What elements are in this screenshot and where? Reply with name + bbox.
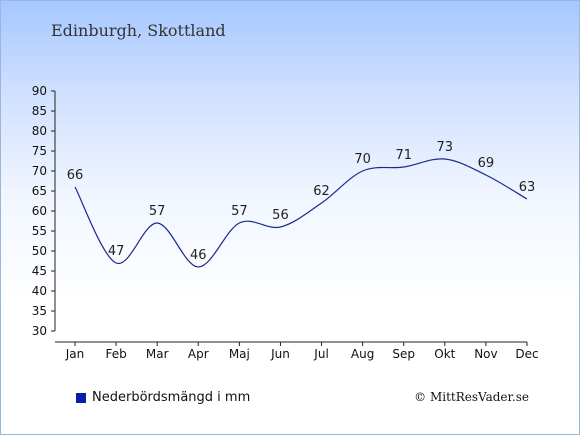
x-tick-label: Jul bbox=[313, 347, 328, 361]
x-tick-label: Jun bbox=[270, 347, 290, 361]
y-tick-label: 75 bbox=[32, 144, 47, 158]
data-label: 69 bbox=[478, 156, 495, 171]
data-label: 56 bbox=[272, 208, 289, 223]
y-tick-label: 40 bbox=[32, 284, 47, 298]
legend-swatch bbox=[76, 392, 86, 403]
data-label: 71 bbox=[395, 148, 412, 163]
y-tick-label: 60 bbox=[32, 204, 47, 218]
data-label: 73 bbox=[437, 140, 454, 155]
series-line-nederbord bbox=[74, 158, 528, 268]
data-label: 57 bbox=[149, 204, 166, 219]
legend-label: Nederbördsmängd i mm bbox=[92, 390, 251, 405]
y-tick-label: 70 bbox=[32, 164, 47, 178]
x-tick-label: Jan bbox=[65, 347, 85, 361]
x-tick-label: Nov bbox=[474, 347, 497, 361]
x-tick-label: Maj bbox=[229, 347, 250, 361]
x-tick-label: Okt bbox=[434, 347, 455, 361]
y-tick-label: 55 bbox=[32, 224, 47, 238]
x-tick-label: Feb bbox=[105, 347, 126, 361]
y-tick-label: 35 bbox=[32, 304, 47, 318]
data-label: 57 bbox=[231, 204, 248, 219]
x-tick-label: Aug bbox=[351, 347, 374, 361]
y-tick-label: 90 bbox=[32, 84, 47, 98]
chart-title: Edinburgh, Skottland bbox=[51, 21, 226, 40]
data-label: 47 bbox=[108, 244, 125, 259]
data-label: 70 bbox=[354, 152, 371, 167]
credit-text: © MittResVader.se bbox=[414, 390, 529, 404]
y-tick-label: 50 bbox=[32, 244, 47, 258]
y-tick-label: 45 bbox=[32, 264, 47, 278]
legend: Nederbördsmängd i mm bbox=[76, 390, 250, 405]
x-tick-label: Mar bbox=[146, 347, 169, 361]
x-tick-label: Apr bbox=[188, 347, 209, 361]
data-label: 62 bbox=[313, 184, 330, 199]
x-tick-label: Dec bbox=[515, 347, 538, 361]
data-label: 46 bbox=[190, 248, 207, 263]
data-label: 66 bbox=[67, 168, 84, 183]
y-tick-label: 65 bbox=[32, 184, 47, 198]
y-tick-label: 30 bbox=[32, 324, 47, 338]
y-tick-label: 85 bbox=[32, 104, 47, 118]
y-tick-label: 80 bbox=[32, 124, 47, 138]
x-tick-label: Sep bbox=[392, 347, 415, 361]
data-label: 63 bbox=[519, 180, 536, 195]
